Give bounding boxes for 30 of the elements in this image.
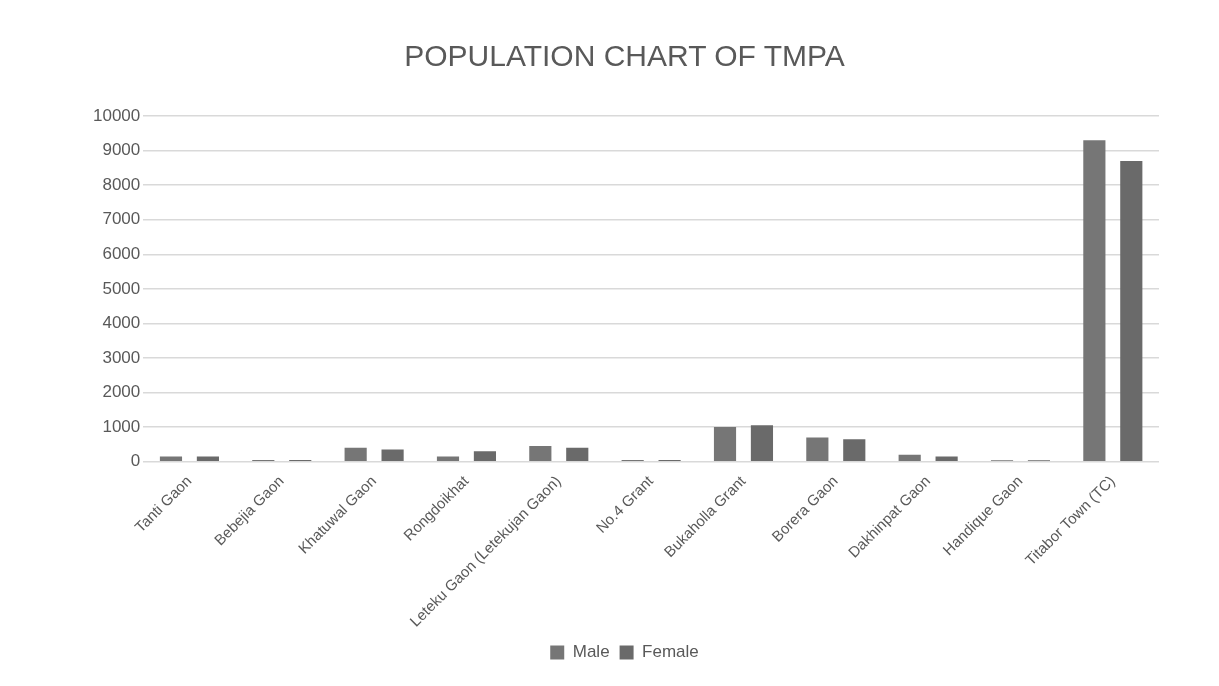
bar <box>196 456 219 461</box>
y-tick-label: 5000 <box>102 278 141 298</box>
bar <box>1083 140 1106 461</box>
y-tick-label: 3000 <box>102 347 141 367</box>
chart-title: POPULATION CHART OF TMPA <box>404 39 845 73</box>
bar <box>843 439 866 461</box>
legend-label: Male <box>572 642 610 662</box>
y-tick-label: 10000 <box>92 105 141 125</box>
y-tick-label: 0 <box>130 451 141 471</box>
y-tick-label: 1000 <box>102 416 141 436</box>
bar <box>935 456 958 461</box>
bar <box>436 456 460 461</box>
bar <box>529 446 552 461</box>
bar <box>159 456 183 461</box>
y-tick-label: 7000 <box>102 209 141 229</box>
bar <box>381 449 404 461</box>
bar <box>566 447 589 461</box>
y-tick-label: 8000 <box>102 174 141 194</box>
bar <box>344 447 367 461</box>
bar <box>806 437 829 461</box>
y-tick-label: 9000 <box>102 140 141 160</box>
y-tick-label: 2000 <box>102 382 141 402</box>
bar <box>750 425 774 461</box>
bar <box>1120 160 1143 461</box>
bar <box>473 451 497 461</box>
bar <box>898 454 921 461</box>
y-tick-label: 4000 <box>102 313 141 333</box>
legend-label: Female <box>642 642 699 662</box>
bar <box>713 427 737 461</box>
y-tick-label: 6000 <box>102 243 141 263</box>
